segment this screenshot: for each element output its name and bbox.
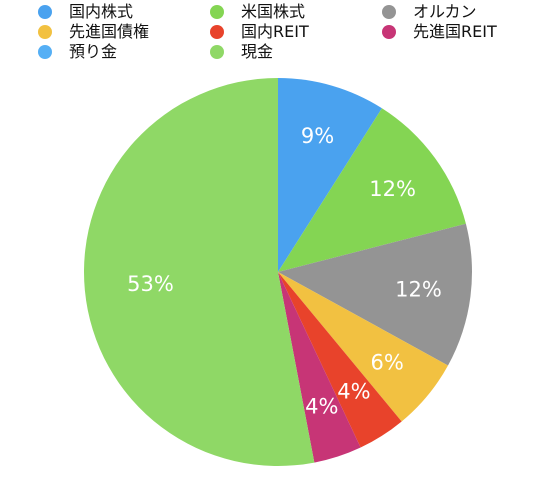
legend-item: 現金	[210, 42, 382, 62]
slice-value-label: 53%	[127, 272, 174, 296]
legend-label: 国内株式	[69, 2, 134, 21]
legend-swatch	[38, 5, 52, 19]
legend-label: 現金	[241, 42, 274, 61]
legend-label: オルカン	[413, 2, 477, 21]
slice-value-label: 4%	[305, 395, 338, 419]
legend: 国内株式 米国株式 オルカン先進国債権 国内REIT 先進国REIT 預り金 現金	[38, 2, 556, 62]
legend-item: オルカン	[382, 2, 556, 22]
legend-label: 米国株式	[241, 2, 306, 21]
legend-swatch	[38, 45, 52, 59]
pie-slice	[84, 78, 315, 466]
pie-slice	[278, 272, 361, 463]
pie-slice	[278, 108, 466, 273]
legend-item: 国内株式	[38, 2, 210, 22]
legend-item: 預り金	[38, 42, 210, 62]
legend-swatch	[210, 25, 224, 39]
slice-value-label: 12%	[395, 278, 442, 302]
slice-value-label: 9%	[301, 124, 334, 148]
legend-swatch	[210, 5, 224, 19]
legend-swatch	[210, 45, 224, 59]
legend-swatch	[382, 25, 396, 39]
legend-label: 預り金	[69, 42, 118, 61]
legend-swatch	[382, 5, 396, 19]
legend-item: 国内REIT	[210, 22, 382, 42]
legend-label: 先進国債権	[69, 22, 150, 41]
legend-label: 国内REIT	[241, 22, 309, 41]
slice-value-label: 4%	[337, 380, 370, 404]
slice-value-label: 12%	[369, 177, 416, 201]
legend-item: 先進国債権	[38, 22, 210, 42]
legend-label: 先進国REIT	[413, 22, 497, 41]
pie-slice	[278, 223, 472, 366]
pie-slice	[278, 272, 449, 422]
legend-item: 先進国REIT	[382, 22, 556, 42]
legend-item: 米国株式	[210, 2, 382, 22]
slice-value-label: 6%	[370, 350, 403, 374]
legend-swatch	[38, 25, 52, 39]
pie-slice	[278, 78, 382, 272]
pie-slice	[278, 272, 402, 448]
